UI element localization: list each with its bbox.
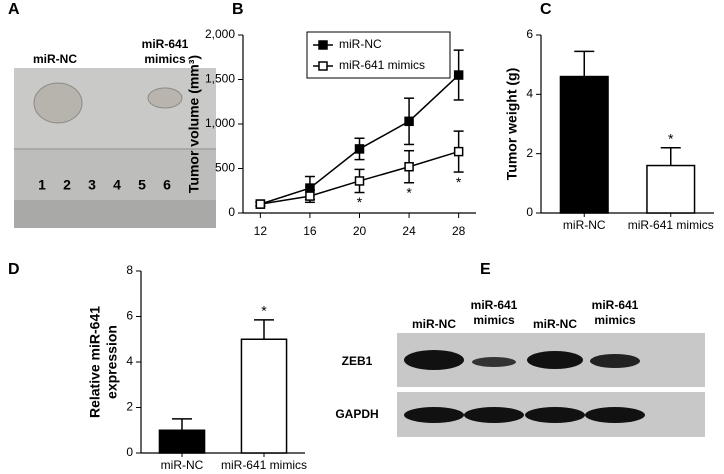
- panel-label: A: [8, 1, 20, 18]
- y-tick-label: 500: [215, 161, 235, 175]
- lane-label: miR-641: [471, 298, 518, 312]
- group-label: mimics: [144, 52, 186, 66]
- y-tick-label: 8: [126, 263, 133, 277]
- x-tick-label: miR-NC: [161, 458, 204, 472]
- annotation: *: [406, 184, 412, 200]
- band: [525, 407, 585, 423]
- lane-label: mimics: [473, 313, 515, 327]
- bar: [158, 429, 206, 454]
- ruler-number: 5: [138, 177, 146, 193]
- y-tick-label: 0: [526, 205, 533, 219]
- y-tick-label: 6: [526, 27, 533, 41]
- legend-box: [306, 31, 451, 79]
- ruler-number: 4: [113, 177, 121, 193]
- band: [404, 407, 464, 423]
- panel-label: B: [232, 1, 244, 18]
- bar: [559, 75, 609, 214]
- y-tick-label: 1,000: [205, 116, 235, 130]
- annotation: *: [357, 194, 363, 210]
- legend-label: miR-NC: [339, 37, 382, 51]
- lane-label: miR-641: [592, 298, 639, 312]
- y-axis-label: Tumor volume (mm³): [186, 55, 202, 193]
- y-tick-label: 4: [126, 354, 133, 368]
- y-axis-label: Relative miR-641: [87, 306, 103, 418]
- y-tick-label: 2: [126, 400, 133, 414]
- lane-label: miR-NC: [533, 317, 577, 331]
- band: [404, 350, 464, 370]
- tumor: [147, 87, 183, 109]
- x-tick-label: 12: [254, 224, 268, 238]
- y-tick-label: 2,000: [205, 27, 235, 41]
- x-tick-label: 28: [452, 224, 466, 238]
- x-tick-label: 24: [402, 224, 416, 238]
- annotation: *: [668, 130, 674, 146]
- legend-marker: [318, 40, 328, 50]
- annotation: *: [456, 174, 462, 190]
- y-tick-label: 0: [126, 445, 133, 459]
- marker: [453, 146, 464, 157]
- bar: [646, 164, 696, 214]
- panel-label: C: [540, 1, 552, 18]
- y-tick-label: 6: [126, 309, 133, 323]
- y-tick-label: 2: [526, 146, 533, 160]
- legend-marker: [318, 61, 328, 71]
- marker: [404, 161, 414, 172]
- band: [527, 351, 583, 369]
- x-tick-label: 16: [303, 224, 317, 238]
- y-tick-label: 4: [526, 87, 533, 101]
- band: [472, 357, 516, 367]
- panel-label: E: [480, 261, 491, 278]
- ruler-face: [14, 150, 216, 200]
- bar: [240, 338, 288, 454]
- row-label: GAPDH: [335, 407, 378, 421]
- group-label: miR-641: [142, 37, 189, 51]
- tumor: [33, 82, 83, 124]
- marker: [404, 116, 414, 127]
- x-tick-label: 20: [353, 224, 367, 238]
- ruler-number: 6: [163, 177, 171, 193]
- marker: [354, 176, 365, 186]
- tumor-photo: [14, 68, 216, 228]
- x-tick-label: miR-641 mimics: [628, 218, 714, 232]
- band: [464, 407, 524, 423]
- marker: [305, 191, 315, 201]
- x-tick-label: miR-NC: [563, 218, 606, 232]
- marker: [354, 144, 365, 154]
- y-tick-label: 1,500: [205, 72, 235, 86]
- marker: [255, 199, 266, 209]
- ruler-number: 1: [38, 177, 46, 193]
- annotation: *: [261, 303, 267, 319]
- lane-label: miR-NC: [412, 317, 456, 331]
- y-tick-label: 0: [228, 205, 235, 219]
- ruler-number: 3: [88, 177, 96, 193]
- lane-label: mimics: [594, 313, 636, 327]
- x-tick-label: miR-641 mimics: [221, 458, 307, 472]
- row-label: ZEB1: [342, 354, 373, 368]
- group-label: miR-NC: [33, 52, 77, 66]
- y-axis-label: expression: [104, 325, 120, 399]
- panel-label: D: [8, 261, 20, 278]
- band: [585, 407, 645, 423]
- legend-label: miR-641 mimics: [339, 58, 425, 72]
- band: [590, 354, 640, 368]
- ruler-number: 2: [63, 177, 71, 193]
- y-axis-label: Tumor weight (g): [504, 68, 520, 181]
- marker: [453, 70, 464, 80]
